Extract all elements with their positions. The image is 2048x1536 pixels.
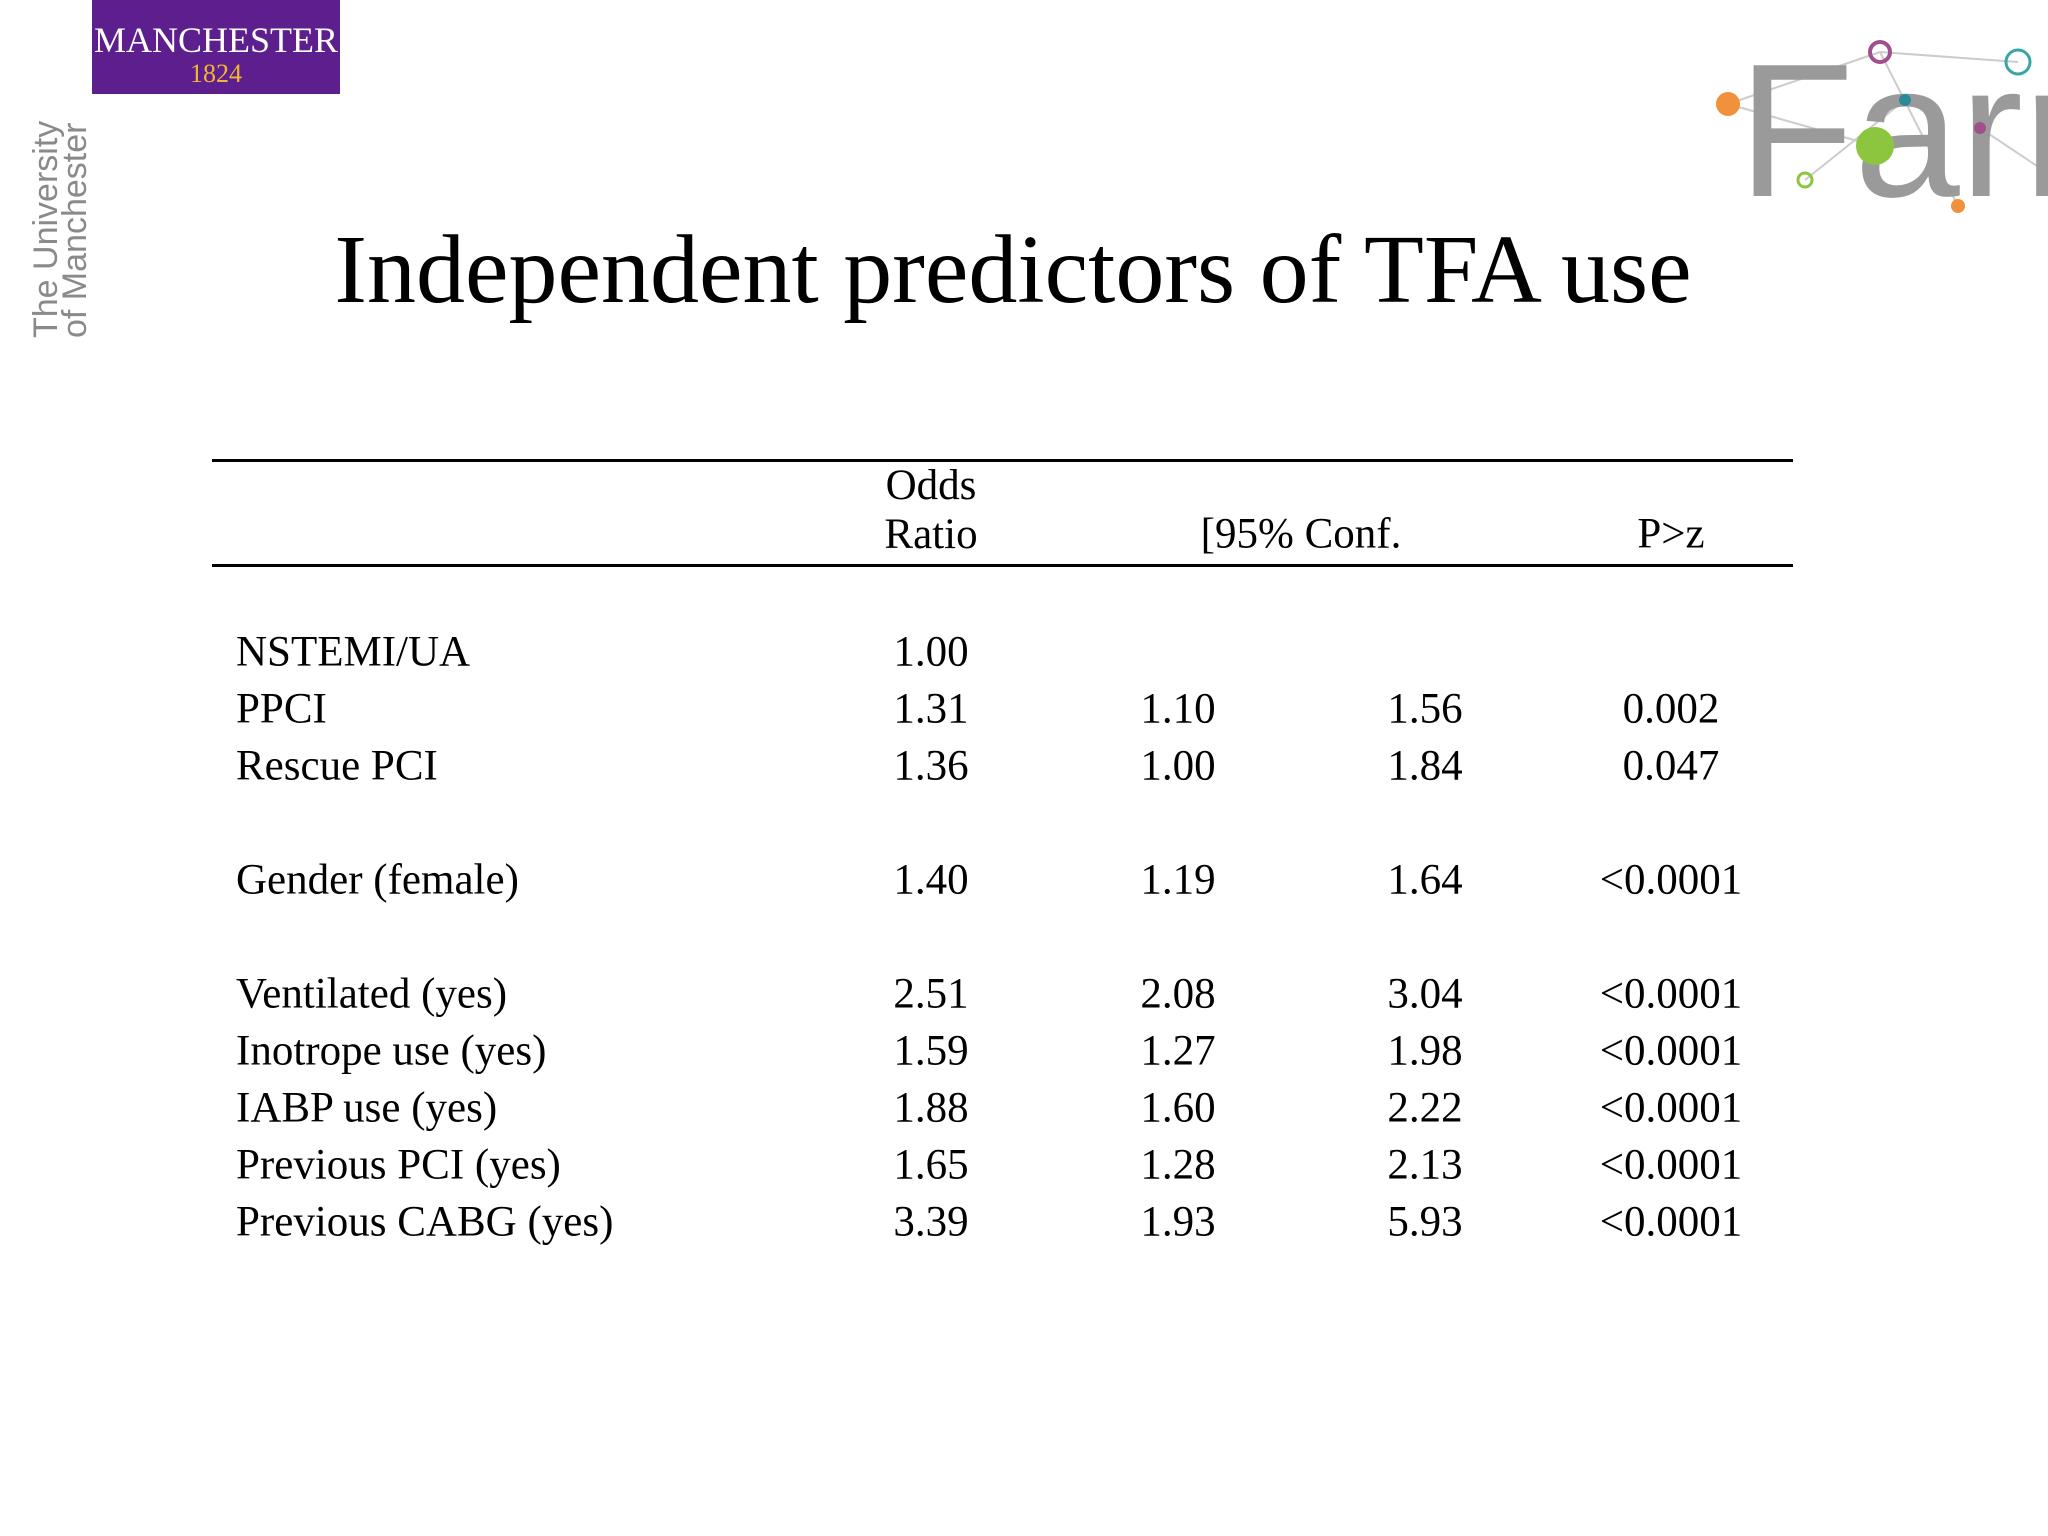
dot xyxy=(1951,199,1965,213)
table-header-rule xyxy=(212,564,1793,567)
data-cell: 5.93 xyxy=(1387,1198,1463,1246)
manchester-name: MANCHESTER xyxy=(94,20,338,60)
header-cell: P>z xyxy=(1637,510,1705,558)
dot xyxy=(1974,122,1986,134)
data-cell: 0.002 xyxy=(1622,685,1720,733)
data-cell: 1.98 xyxy=(1387,1027,1463,1075)
data-cell: <0.0001 xyxy=(1599,1027,1743,1075)
slide-title: Independent predictors of TFA use xyxy=(334,216,1692,324)
logos: MANCHESTER 1824 The University of Manche… xyxy=(27,0,2048,338)
university-line: The University xyxy=(27,121,65,338)
header-cell: Odds Ratio xyxy=(884,462,978,558)
data-cell: <0.0001 xyxy=(1599,1198,1743,1246)
manchester-year: 1824 xyxy=(190,59,242,88)
university-line: of Manchester xyxy=(56,123,94,338)
data-cell: 1.36 xyxy=(893,742,969,790)
data-cell: 1.59 xyxy=(893,1027,969,1075)
row-label: Previous CABG (yes) xyxy=(236,1198,614,1246)
dot xyxy=(1868,40,1892,64)
data-cell: 1.88 xyxy=(893,1084,969,1132)
dot xyxy=(1899,94,1911,106)
data-cell: 1.56 xyxy=(1387,685,1463,733)
data-cell: 1.00 xyxy=(1140,742,1216,790)
data-cell: 1.60 xyxy=(1140,1084,1216,1132)
manchester-logo xyxy=(92,0,340,94)
data-cell: 3.39 xyxy=(893,1198,969,1246)
data-cell: 1.93 xyxy=(1140,1198,1216,1246)
data-cell: 2.13 xyxy=(1387,1141,1463,1189)
dot xyxy=(2004,48,2032,76)
data-cell: 1.19 xyxy=(1140,856,1216,904)
row-label: IABP use (yes) xyxy=(236,1084,498,1132)
data-cell: <0.0001 xyxy=(1599,1084,1743,1132)
data-cell: <0.0001 xyxy=(1599,856,1743,904)
data-cell: 1.64 xyxy=(1387,856,1463,904)
row-label: PPCI xyxy=(236,685,327,733)
data-cell: 1.40 xyxy=(893,856,969,904)
row-label: Previous PCI (yes) xyxy=(236,1141,561,1189)
row-label: NSTEMI/UA xyxy=(236,628,471,676)
data-cell: <0.0001 xyxy=(1599,1141,1743,1189)
row-label: Ventilated (yes) xyxy=(236,970,508,1018)
data-cell: 2.22 xyxy=(1387,1084,1463,1132)
dot xyxy=(1856,127,1894,165)
data-cell: 2.08 xyxy=(1140,970,1216,1018)
data-cell: 1.84 xyxy=(1387,742,1463,790)
data-cell: 1.28 xyxy=(1140,1141,1216,1189)
farr-network xyxy=(1727,51,2041,207)
data-cell: 2.51 xyxy=(893,970,969,1018)
header-cell: [95% Conf. xyxy=(1200,510,1402,558)
row-label: Inotrope use (yes) xyxy=(236,1027,547,1075)
data-cell: 1.31 xyxy=(893,685,969,733)
row-label: Rescue PCI xyxy=(236,742,438,790)
data-cell: 0.047 xyxy=(1622,742,1720,790)
data-cell: 1.65 xyxy=(893,1141,969,1189)
table-top-rule xyxy=(212,459,1793,462)
data-cell: 3.04 xyxy=(1387,970,1463,1018)
dot xyxy=(1796,171,1814,189)
row-label: Gender (female) xyxy=(236,856,519,904)
data-cell: <0.0001 xyxy=(1599,970,1743,1018)
dot xyxy=(1716,92,1740,116)
data-cell: 1.27 xyxy=(1140,1027,1216,1075)
data-cell: 1.10 xyxy=(1140,685,1216,733)
data-cell: 1.00 xyxy=(893,628,969,676)
farr-logo: Farr xyxy=(1738,25,2048,237)
